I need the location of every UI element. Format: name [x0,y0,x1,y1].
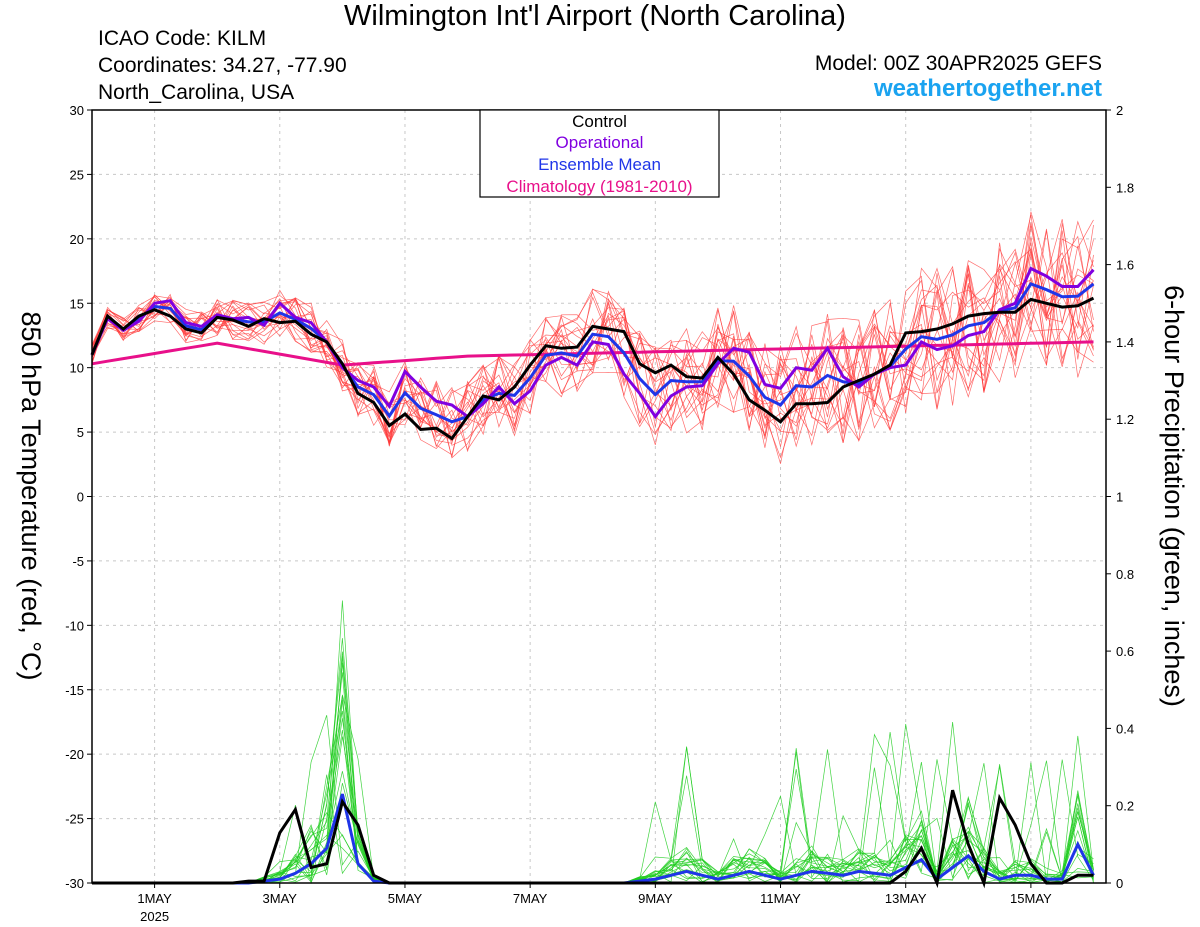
left-tick-label: 30 [70,103,84,118]
x-tick-label: 1MAY [137,891,172,906]
coordinates: Coordinates: 34.27, -77.90 [98,54,347,77]
x-tick-label: 3MAY [263,891,298,906]
right-tick-label: 1 [1116,490,1123,505]
legend-operational: Operational [556,133,644,152]
page-title: Wilmington Int'l Airport (North Carolina… [344,0,846,32]
right-axis-ticks: 2 1.8 1.6 1.4 1.2 1 0.8 0.6 0.4 0.2 0 [1106,103,1134,891]
location: North_Carolina, USA [98,81,295,104]
left-tick-label: 15 [70,296,84,311]
x-axis-ticks: 1MAY 2025 3MAY 5MAY 7MAY 9MAY 11MAY 13MAY 15MAY [137,883,1052,924]
legend-control: Control [572,112,627,131]
right-tick-label: 1.4 [1116,335,1134,350]
right-axis-label: 6-hour Precipitation (green, inches) [1159,285,1189,707]
control-temp-line [90,296,1095,441]
x-tick-label: 15MAY [1010,891,1052,906]
temp-member-line [91,230,1094,456]
x-tick-label: 5MAY [388,891,423,906]
temp-member-line [91,222,1094,432]
right-tick-label: 2 [1116,103,1123,118]
left-tick-label: -5 [72,554,84,569]
legend-ensemble-mean: Ensemble Mean [538,155,661,174]
left-tick-label: -20 [65,747,84,762]
x-tick-label: 11MAY [760,891,801,906]
right-tick-label: 0.8 [1116,567,1134,582]
left-tick-label: 5 [77,425,84,440]
right-tick-label: 1.6 [1116,258,1134,273]
right-tick-label: 0 [1116,876,1123,891]
left-axis-ticks: 30 25 20 15 10 5 0 -5 -10 -15 -20 -25 -30 [65,103,92,891]
right-tick-label: 0.6 [1116,644,1134,659]
legend-climatology: Climatology (1981-2010) [506,177,692,196]
site-name[interactable]: weathertogether.net [873,75,1102,102]
x-tick-label: 7MAY [513,891,548,906]
temp-member-line [91,257,1094,450]
left-tick-label: 25 [70,167,84,182]
left-axis-label: 850 hPa Temperature (red, °C) [16,312,46,681]
temp-member-line [91,223,1094,459]
right-tick-label: 0.2 [1116,799,1134,814]
x-tick-label: 9MAY [638,891,673,906]
icao-code: ICAO Code: KILM [98,27,267,50]
left-tick-label: -30 [65,876,84,891]
left-tick-label: -25 [65,812,84,827]
right-tick-label: 1.2 [1116,412,1134,427]
left-tick-label: -10 [65,618,84,633]
left-tick-label: 10 [70,361,84,376]
x-tick-label: 13MAY [885,891,927,906]
temp-member-line [91,219,1094,437]
left-tick-label: 0 [77,490,84,505]
right-tick-label: 1.8 [1116,180,1134,195]
x-tick-sublabel: 2025 [140,909,169,924]
temp-member-line [91,264,1094,448]
right-tick-label: 0.4 [1116,721,1134,736]
legend-box: Control Operational Ensemble Mean Climat… [479,109,720,198]
model-run: Model: 00Z 30APR2025 GEFS [814,52,1102,75]
left-tick-label: 20 [70,232,84,247]
left-tick-label: -15 [65,683,84,698]
